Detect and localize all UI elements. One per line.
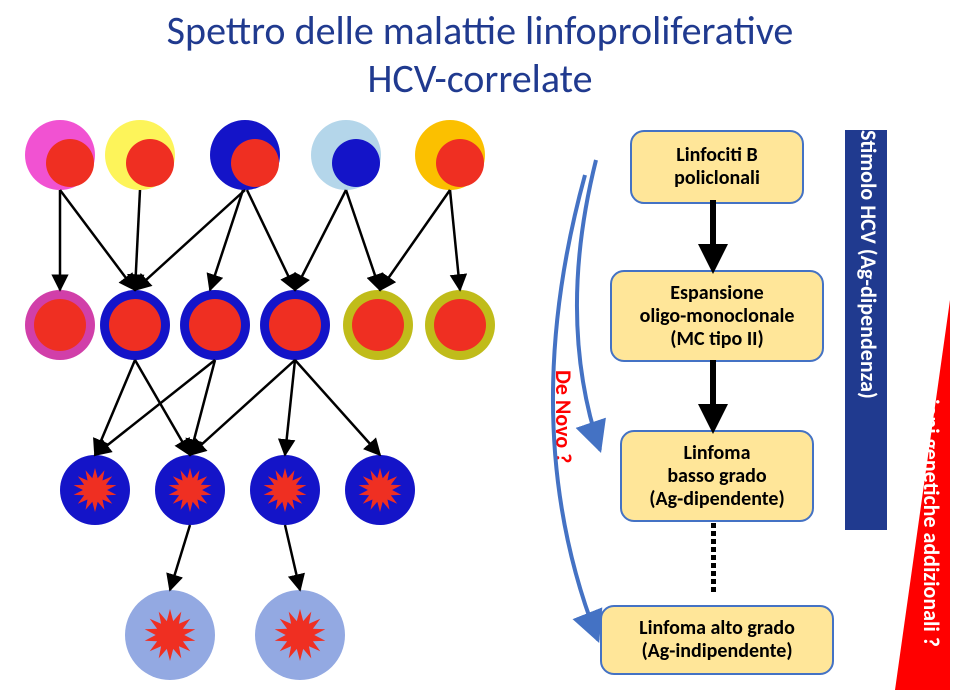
hcv-stimulus-label: Stimolo HCV (Ag-dipendenza) [855, 130, 882, 399]
stage-low-grade-lymphoma: Linfomabasso grado(Ag-dipendente) [620, 430, 814, 522]
cell-lineage-tree [0, 0, 540, 693]
stage-polyclonal: Linfociti Bpoliclonali [630, 130, 804, 204]
genetic-lesions-label: Lesioni genetiche addizionali ? [918, 370, 945, 647]
stage-mc-type-ii: Espansioneoligo-monoclonale(MC tipo II) [610, 270, 824, 362]
denovo-label: De Novo ? [550, 370, 577, 463]
stage-high-grade-lymphoma: Linfoma alto grado(Ag-indipendente) [600, 605, 834, 675]
dotted-progression [711, 523, 716, 592]
